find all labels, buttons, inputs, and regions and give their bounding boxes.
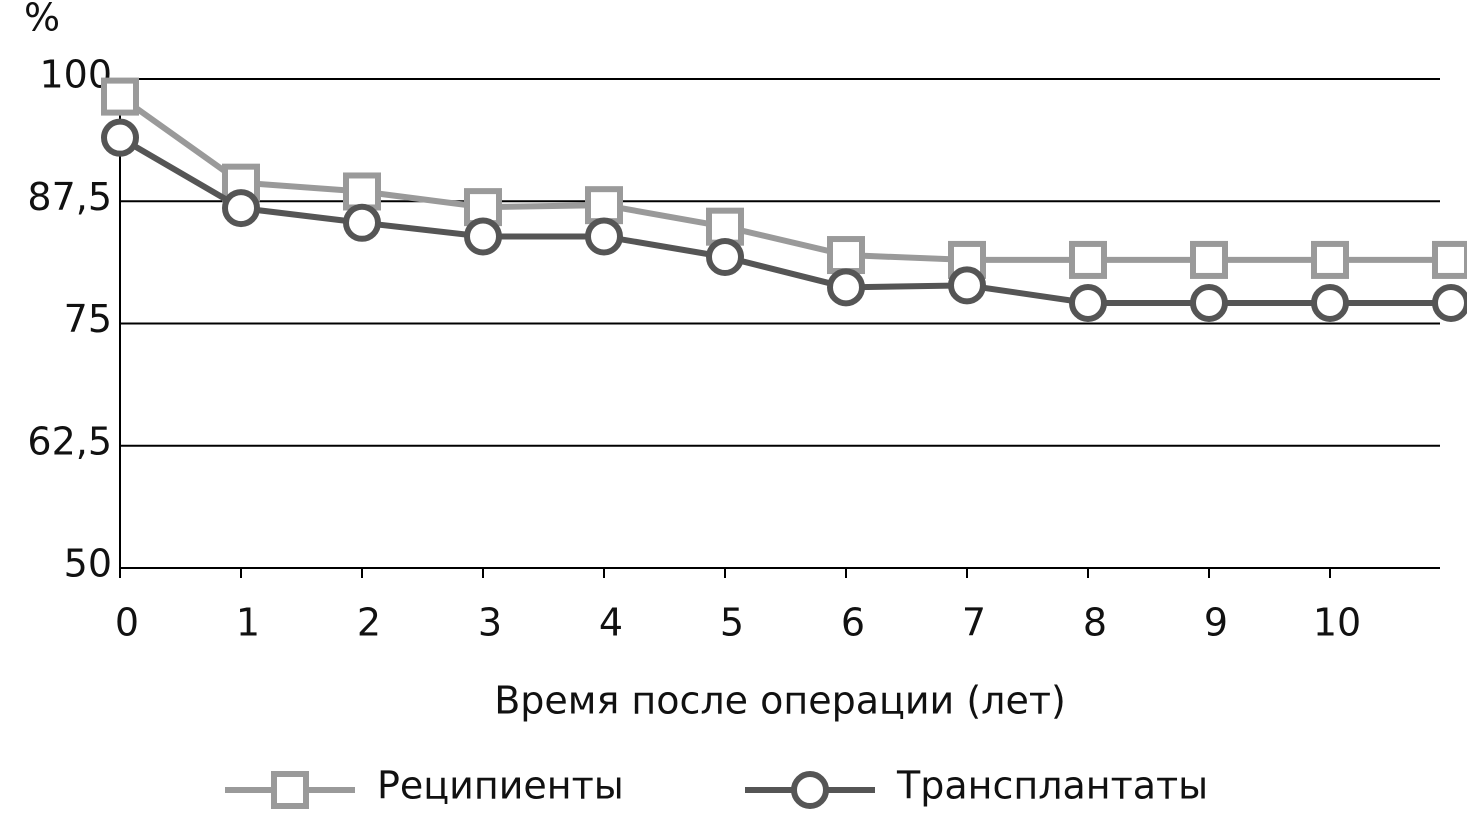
data-point (222, 189, 260, 228)
x-tick-label: 8 (1083, 601, 1107, 645)
x-tick-label: 6 (841, 601, 865, 645)
data-point (706, 207, 744, 246)
series-line (118, 135, 1451, 306)
data-point (343, 203, 381, 242)
data-point (1190, 240, 1228, 279)
data-point (1432, 240, 1467, 279)
x-tick-label: 4 (599, 601, 623, 645)
legend-marker (271, 771, 309, 809)
data-point (1311, 240, 1349, 279)
x-tick-label: 2 (357, 601, 381, 645)
y-tick-label: 100 (39, 53, 112, 97)
x-tick-label: 5 (720, 601, 744, 645)
x-axis-label: Время после операции (лет) (494, 679, 1066, 723)
data-point (585, 186, 623, 225)
y-axis-label: % (24, 0, 60, 40)
data-point (101, 118, 139, 157)
legend-label: Трансплантаты (896, 764, 1208, 808)
x-tick-label: 3 (478, 601, 502, 645)
x-tick-label: 9 (1204, 601, 1228, 645)
y-tick-label: 62,5 (27, 419, 112, 463)
data-point (1311, 283, 1349, 322)
y-tick-label: 87,5 (27, 175, 112, 219)
data-point (101, 77, 139, 116)
x-tick-label: 1 (236, 601, 260, 645)
data-point (343, 172, 381, 211)
x-tick-label: 7 (962, 601, 986, 645)
data-point (1190, 283, 1228, 322)
data-point (1069, 240, 1107, 279)
data-point (585, 217, 623, 256)
legend-label: Реципиенты (377, 764, 624, 808)
y-tick-label: 50 (64, 542, 112, 586)
data-point (827, 236, 865, 275)
y-tick-label: 75 (64, 297, 112, 341)
data-point (948, 266, 986, 305)
data-point (827, 268, 865, 307)
x-tick-label: 0 (115, 601, 139, 645)
data-point (1432, 283, 1467, 322)
legend-marker (791, 771, 829, 809)
series-line (118, 94, 1451, 263)
x-tick-label: 10 (1313, 601, 1361, 645)
data-point (1069, 283, 1107, 322)
data-point (706, 237, 744, 276)
data-point (464, 217, 502, 256)
